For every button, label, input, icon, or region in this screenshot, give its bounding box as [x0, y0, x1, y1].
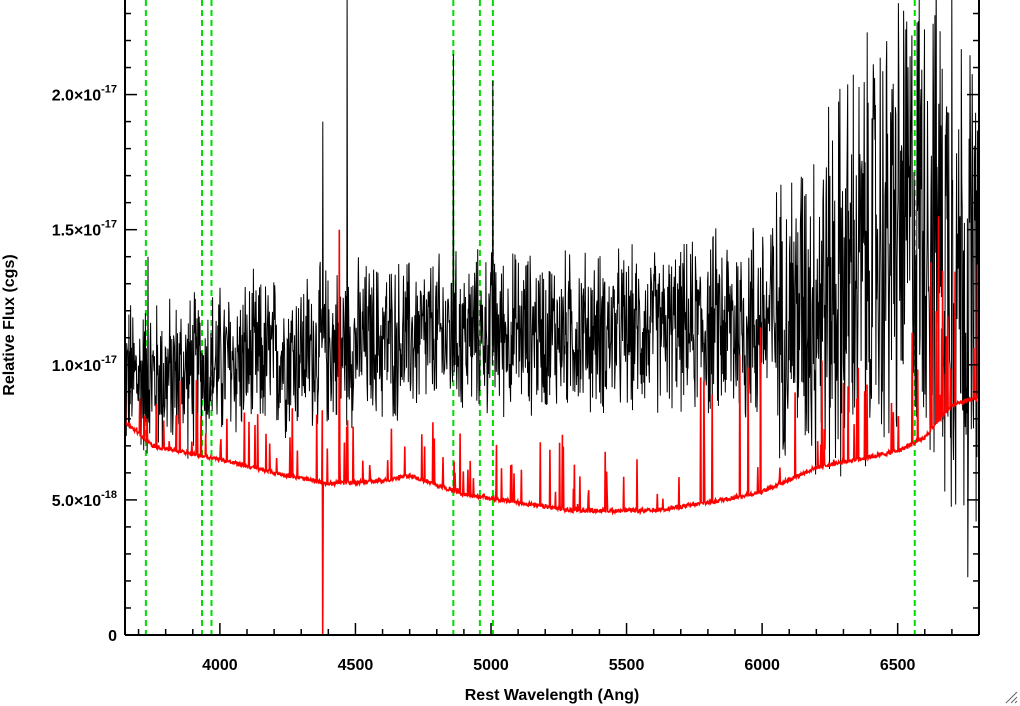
y-tick-label: 5.0×10-18 — [52, 489, 117, 510]
x-axis-title: Rest Wavelength (Ang) — [465, 687, 640, 704]
axis-ticks — [125, 12, 980, 636]
flux-spectrum-line — [125, 0, 979, 578]
y-tick-label: 0 — [108, 628, 117, 645]
x-tick-label: 6000 — [744, 657, 780, 674]
tick-labels: 4000 4500 5000 5500 6000 6500 0 5.0×10-18 1.0×10… — [52, 84, 916, 674]
y-tick-label: 1.0×10-17 — [52, 354, 117, 375]
error-spectrum-line — [125, 216, 979, 635]
axes — [124, 0, 980, 636]
x-tick-label: 5000 — [473, 657, 509, 674]
x-tick-label: 4500 — [338, 657, 374, 674]
x-tick-label: 6500 — [880, 657, 916, 674]
spectrum-series — [125, 0, 979, 635]
x-tick-label: 5500 — [609, 657, 645, 674]
x-tick-label: 4000 — [202, 657, 238, 674]
y-tick-label: 2.0×10-17 — [52, 84, 117, 105]
y-axis-title: Relative Flux (cgs) — [1, 254, 18, 395]
resize-grip-icon[interactable] — [1004, 690, 1018, 704]
y-tick-label: 1.5×10-17 — [52, 219, 117, 240]
